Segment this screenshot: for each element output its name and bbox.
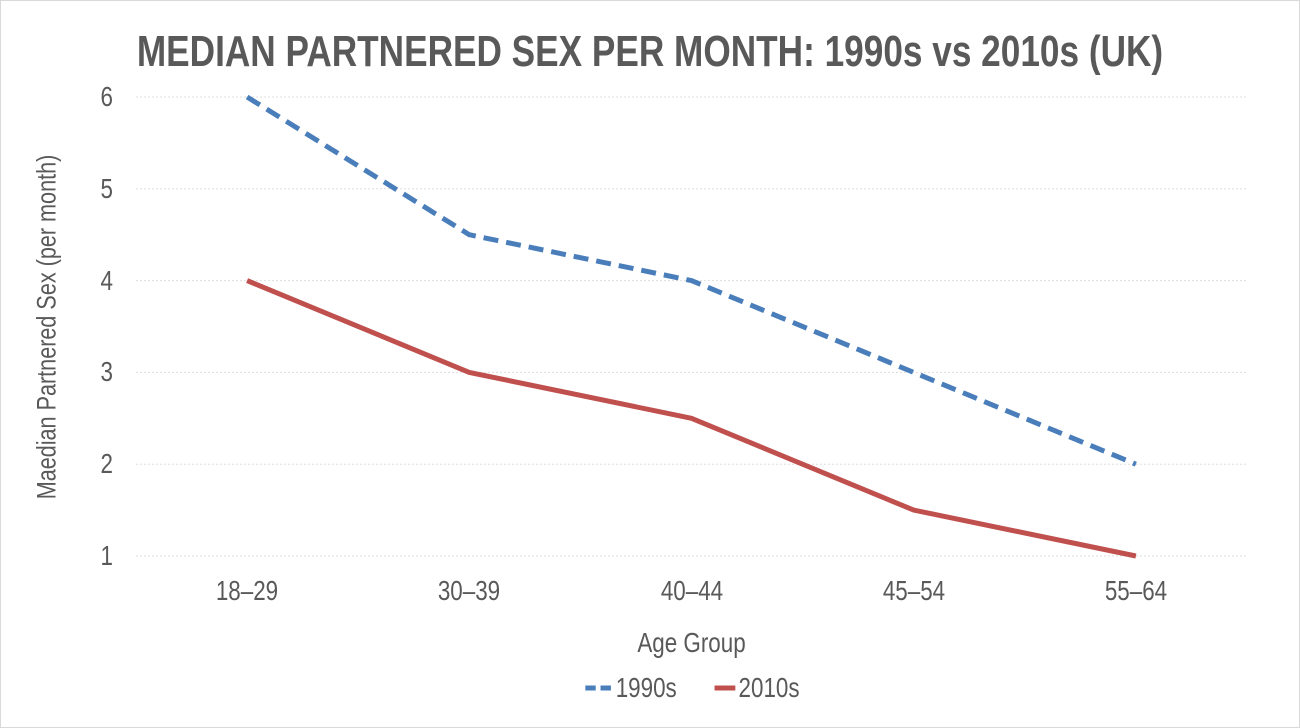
x-tick-label: 55–64: [1104, 575, 1168, 606]
y-tick-label: 6: [100, 81, 113, 112]
x-tick-label: 18–29: [215, 575, 279, 606]
y-axis-title: Maedian Partnered Sex (per month): [31, 154, 62, 500]
chart-title: MEDIAN PARTNERED SEX PER MONTH: 1990s vs…: [136, 27, 1164, 76]
legend: 1990s 2010s: [136, 673, 1247, 703]
x-tick-label: 40–44: [660, 575, 723, 606]
series-lines: [245, 94, 1137, 559]
legend-item-2010s: 2010s: [713, 674, 799, 702]
y-tick-label: 1: [100, 540, 113, 571]
series-line-1990s: [245, 94, 1137, 467]
y-tick-label: 2: [100, 448, 113, 480]
legend-item-1990s: 1990s: [585, 674, 677, 702]
legend-label-1990s: 1990s: [615, 672, 677, 703]
x-tick-label: 45–54: [882, 575, 945, 606]
y-tick-label: 3: [100, 356, 113, 388]
legend-dashed-line-icon: [585, 685, 613, 691]
y-tick-label: 5: [100, 172, 113, 204]
y-tick-label: 4: [100, 264, 113, 296]
legend-label-2010s: 2010s: [738, 672, 800, 703]
gridlines: [136, 96, 1247, 557]
x-tick-label: 30–39: [438, 575, 501, 606]
x-axis-title: Age Group: [637, 627, 746, 658]
legend-solid-line-icon: [714, 685, 735, 691]
series-line-2010s: [246, 278, 1137, 559]
